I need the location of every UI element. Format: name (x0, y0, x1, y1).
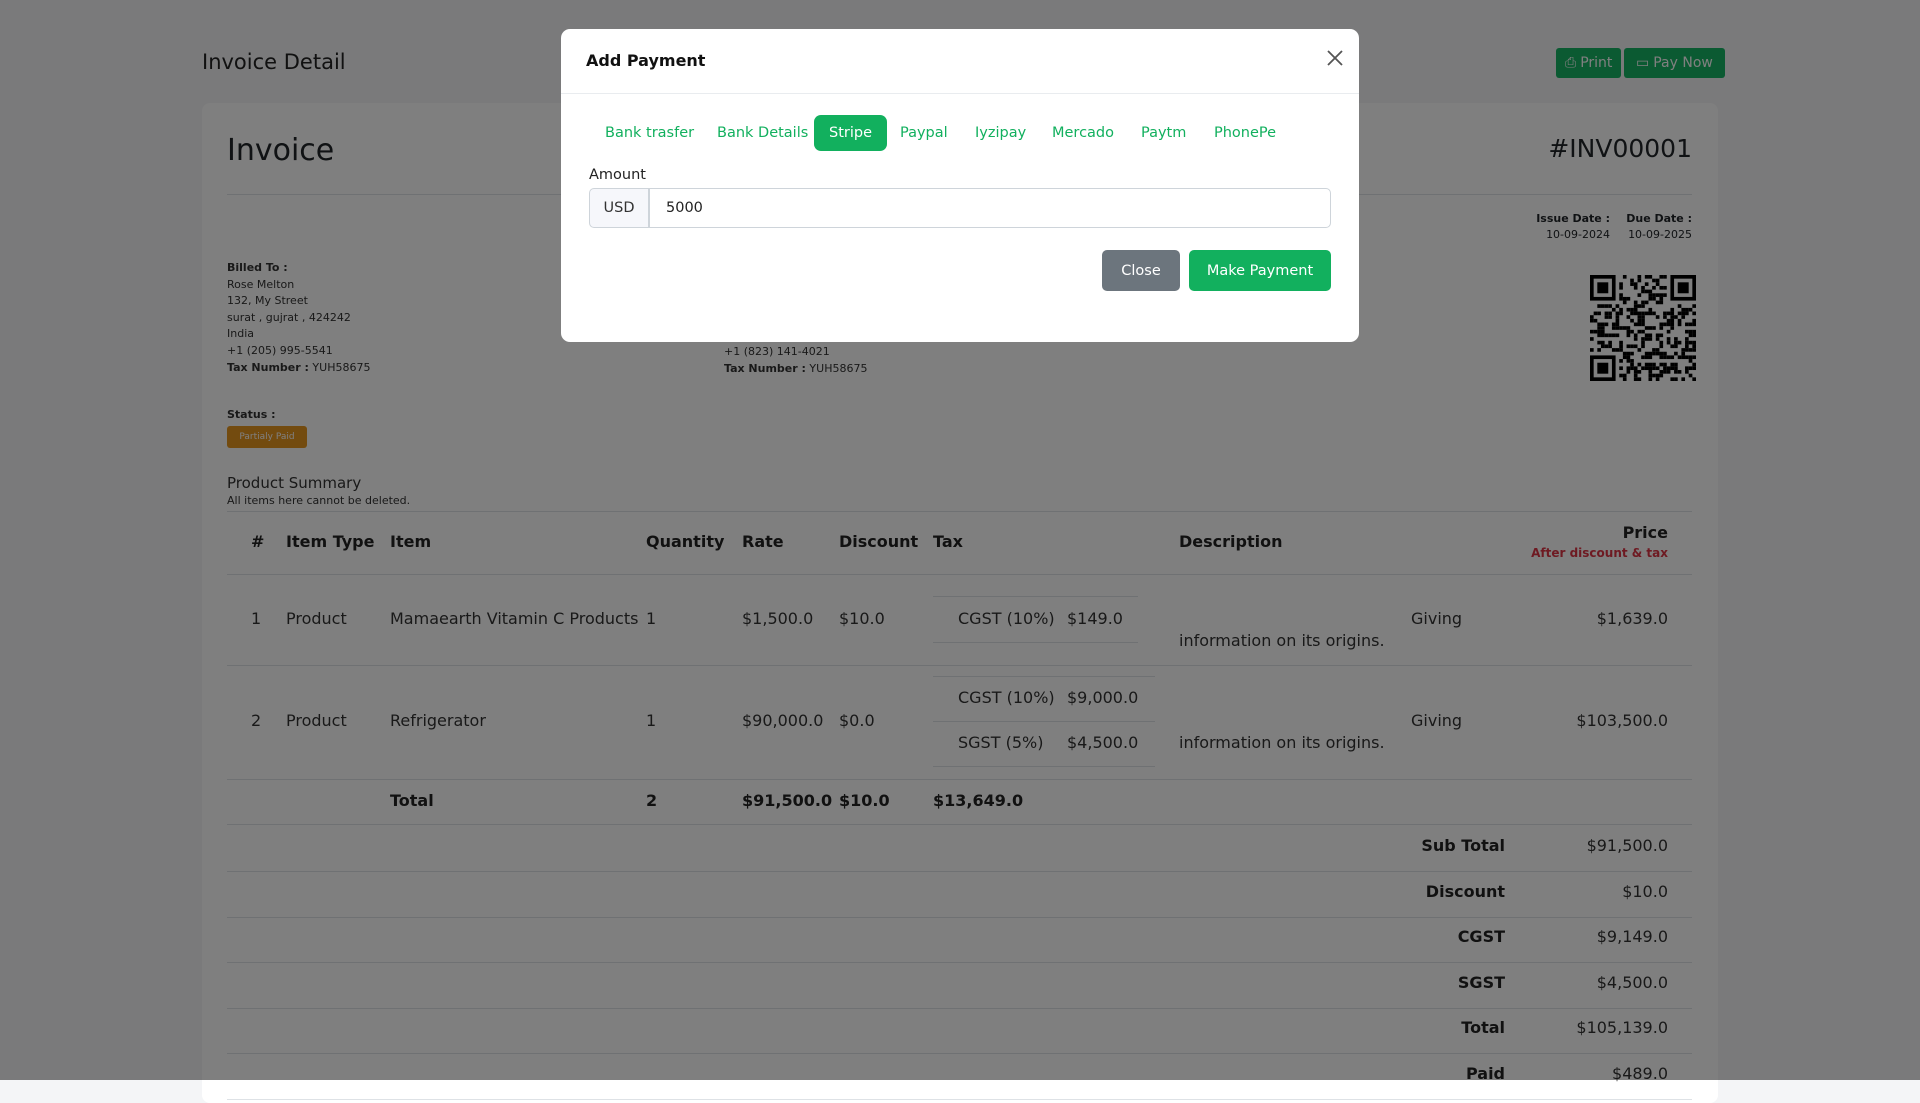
make-payment-button[interactable]: Make Payment (1189, 250, 1331, 291)
tab-iyzipay[interactable]: Iyzipay (975, 125, 1027, 141)
divider (561, 93, 1359, 94)
modal-title: Add Payment (586, 51, 706, 70)
amount-input[interactable] (649, 188, 1331, 228)
tab-stripe[interactable]: Stripe (814, 115, 888, 151)
divider (227, 1098, 1692, 1100)
amount-label: Amount (589, 167, 646, 183)
tab-bank-transfer[interactable]: Bank trasfer (605, 125, 695, 141)
add-payment-modal: Add Payment Bank trasfer Bank Details St… (561, 29, 1359, 342)
currency-addon: USD (589, 188, 649, 228)
close-icon[interactable] (1323, 46, 1347, 70)
tab-bank-details[interactable]: Bank Details (717, 125, 809, 141)
tab-paytm[interactable]: Paytm (1141, 125, 1187, 141)
tab-paypal[interactable]: Paypal (900, 125, 948, 141)
tab-phonepe[interactable]: PhonePe (1214, 125, 1277, 141)
tab-mercado[interactable]: Mercado (1052, 125, 1115, 141)
close-button[interactable]: Close (1102, 250, 1180, 291)
